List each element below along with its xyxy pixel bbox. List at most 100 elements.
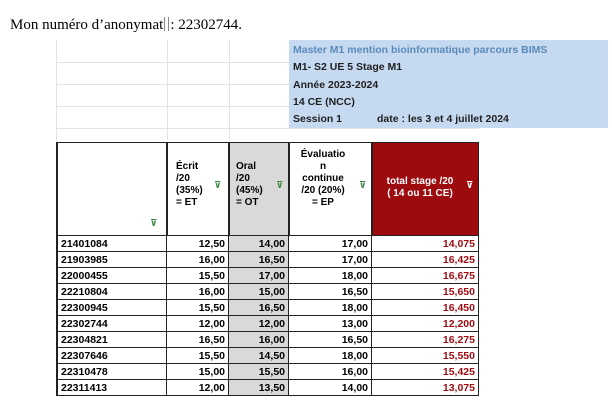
- grade-total: 13,075: [372, 380, 479, 396]
- table-row: 22302744 12,00 12,00 13,00 12,200: [56, 316, 479, 332]
- student-id: 22304821: [56, 332, 167, 348]
- grade-oral: 16,50: [229, 252, 289, 268]
- grade-evaluation: 18,00: [289, 348, 372, 364]
- text-cursor: [164, 17, 170, 31]
- grade-total: 15,650: [372, 284, 479, 300]
- grade-evaluation: 17,00: [289, 252, 372, 268]
- grid-line: [56, 40, 57, 242]
- grade-total: 16,275: [372, 332, 479, 348]
- academic-year: Année 2023-2024: [293, 79, 379, 91]
- grade-total: 16,675: [372, 268, 479, 284]
- anonymat-line: Mon numéro d’anonymat : 22302744.: [10, 17, 242, 34]
- header-oral: Oral /20 (45%) = OT ⊽: [229, 142, 289, 236]
- table-row: 22304821 16,50 16,00 16,50 16,275: [56, 332, 479, 348]
- header-ecrit-line: /20: [176, 173, 190, 184]
- grade-total: 15,550: [372, 348, 479, 364]
- header-oral-line: /20: [236, 173, 250, 184]
- student-id: 22300945: [56, 300, 167, 316]
- student-id: 21903985: [56, 252, 167, 268]
- header-ecrit-line: Écrit: [176, 161, 199, 172]
- grade-oral: 16,50: [229, 300, 289, 316]
- header-id: ⊽: [56, 142, 167, 236]
- header-ecrit: Écrit /20 (35%) = ET ⊽: [167, 142, 229, 236]
- grade-evaluation: 18,00: [289, 300, 372, 316]
- grade-oral: 12,00: [229, 316, 289, 332]
- session-label: Session 1: [293, 113, 343, 125]
- table-row: 22311413 12,00 13,50 14,00 13,075: [56, 380, 479, 396]
- header-total: total stage /20 ( 14 ou 11 CE) ⊽: [372, 142, 479, 236]
- table-row: 22300945 15,50 16,50 18,00 16,450: [56, 300, 479, 316]
- filter-icon[interactable]: ⊽: [214, 181, 222, 191]
- credits-info: 14 CE (NCC): [293, 96, 355, 108]
- grid-line: [56, 106, 289, 107]
- header-eval-line: n: [319, 161, 327, 172]
- table-row: 21903985 16,00 16,50 17,00 16,425: [56, 252, 479, 268]
- header-eval-line: continue: [302, 173, 344, 184]
- grade-ecrit: 16,00: [167, 284, 229, 300]
- grade-ecrit: 12,50: [167, 236, 229, 252]
- header-oral-line: (45%): [236, 185, 263, 196]
- grade-total: 15,425: [372, 364, 479, 380]
- grade-ecrit: 15,00: [167, 364, 229, 380]
- grade-oral: 13,50: [229, 380, 289, 396]
- table-row: 22000455 15,50 17,00 18,00 16,675: [56, 268, 479, 284]
- grade-total: 14,075: [372, 236, 479, 252]
- grade-oral: 15,50: [229, 364, 289, 380]
- grade-ecrit: 12,00: [167, 380, 229, 396]
- table-row: 21401084 12,50 14,00 17,00 14,075: [56, 236, 479, 252]
- grid-line: [56, 62, 289, 63]
- grade-evaluation: 13,00: [289, 316, 372, 332]
- student-id: 22311413: [56, 380, 167, 396]
- anonymat-label: Mon numéro d’anonymat: [10, 17, 164, 33]
- header-eval-line: Évaluatio: [300, 149, 346, 160]
- grade-ecrit: 16,00: [167, 252, 229, 268]
- session-info: Session 1 date : les 3 et 4 juillet 2024: [293, 113, 509, 125]
- course-info-block: Master M1 mention bioinformatique parcou…: [289, 40, 608, 128]
- header-oral-line: Oral: [236, 161, 257, 172]
- filter-icon[interactable]: ⊽: [359, 181, 367, 191]
- header-oral-line: = OT: [236, 197, 259, 208]
- filter-icon[interactable]: ⊽: [276, 181, 284, 191]
- grade-oral: 14,50: [229, 348, 289, 364]
- filter-icon[interactable]: ⊽: [466, 181, 474, 191]
- grade-ecrit: 15,50: [167, 300, 229, 316]
- grade-ecrit: 12,00: [167, 316, 229, 332]
- filter-icon[interactable]: ⊽: [150, 219, 158, 229]
- grade-ecrit: 15,50: [167, 348, 229, 364]
- grid-line: [229, 40, 230, 140]
- grade-oral: 14,00: [229, 236, 289, 252]
- grade-evaluation: 16,50: [289, 332, 372, 348]
- header-eval-line: = EP: [312, 197, 334, 208]
- student-id: 22307646: [56, 348, 167, 364]
- header-total-line: total stage /20: [386, 176, 454, 187]
- student-id: 22302744: [56, 316, 167, 332]
- grade-total: 16,425: [372, 252, 479, 268]
- grade-total: 12,200: [372, 316, 479, 332]
- grade-ecrit: 15,50: [167, 268, 229, 284]
- table-row: 22310478 15,00 15,50 16,00 15,425: [56, 364, 479, 380]
- session-date: date : les 3 et 4 juillet 2024: [377, 113, 509, 125]
- student-id: 22000455: [56, 268, 167, 284]
- header-total-line: ( 14 ou 11 CE): [387, 188, 453, 199]
- grade-ecrit: 16,50: [167, 332, 229, 348]
- grid-line: [167, 40, 168, 140]
- grade-evaluation: 18,00: [289, 268, 372, 284]
- header-eval-line: /20 (20%): [301, 185, 345, 196]
- header-ecrit-line: (35%): [176, 185, 203, 196]
- grade-evaluation: 16,50: [289, 284, 372, 300]
- grade-oral: 16,00: [229, 332, 289, 348]
- grade-total: 16,450: [372, 300, 479, 316]
- grade-evaluation: 16,00: [289, 364, 372, 380]
- grid-line: [56, 84, 289, 85]
- grade-oral: 17,00: [229, 268, 289, 284]
- grade-evaluation: 17,00: [289, 236, 372, 252]
- course-name: M1- S2 UE 5 Stage M1: [293, 61, 403, 73]
- table-row: 22210804 16,00 15,00 16,50 15,650: [56, 284, 479, 300]
- student-id: 21401084: [56, 236, 167, 252]
- table-row: 22307646 15,50 14,50 18,00 15,550: [56, 348, 479, 364]
- anonymat-number: : 22302744.: [170, 17, 242, 33]
- grade-oral: 15,00: [229, 284, 289, 300]
- header-evaluation: Évaluatio n continue /20 (20%) = EP ⊽: [289, 142, 372, 236]
- student-id: 22310478: [56, 364, 167, 380]
- grid-line: [56, 128, 479, 129]
